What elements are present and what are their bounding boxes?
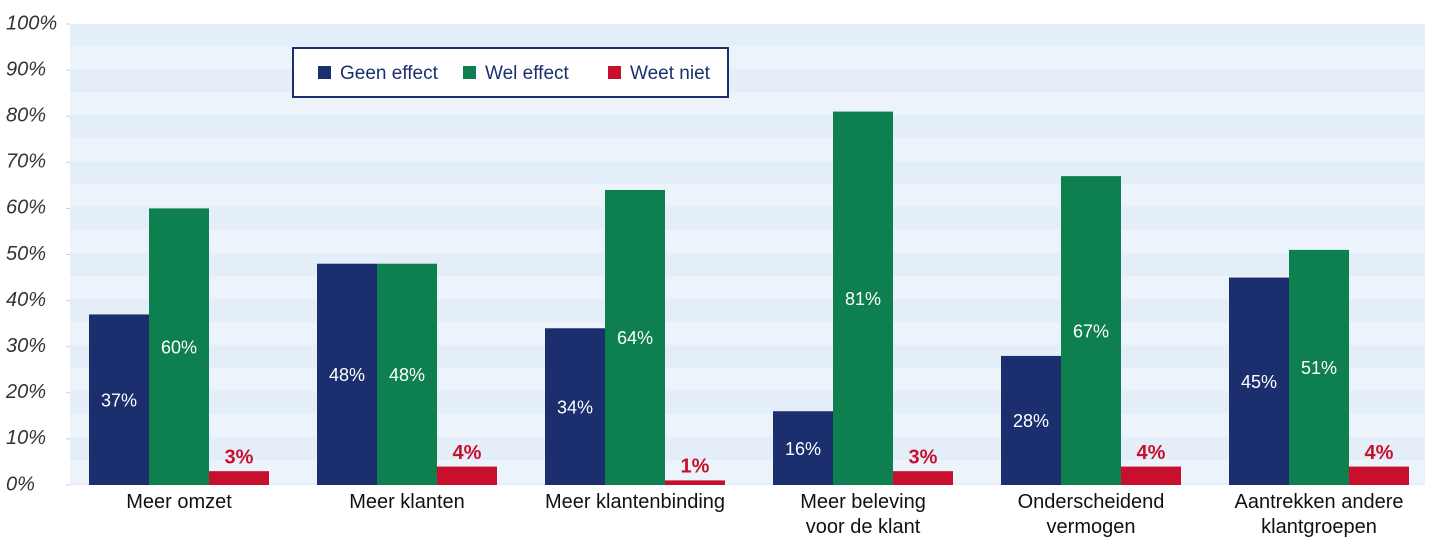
bar	[1061, 176, 1121, 485]
y-tick-label: 50%	[6, 243, 46, 265]
value-label: 3%	[909, 446, 938, 468]
plot-background	[70, 24, 1425, 485]
legend-box	[292, 47, 729, 98]
bar	[893, 471, 953, 485]
x-tick-label: Meer beleving voor de klant	[800, 491, 926, 538]
value-label: 4%	[453, 442, 482, 464]
value-label: 34%	[557, 397, 593, 417]
x-tick-label: Aantrekken andere klantgroepen	[1234, 491, 1404, 538]
bar	[545, 328, 605, 485]
bar	[317, 263, 377, 485]
y-tick-label: 30%	[6, 335, 46, 357]
legend-swatch	[463, 66, 476, 79]
bar	[665, 480, 725, 485]
bar	[1121, 466, 1181, 485]
value-label: 45%	[1241, 372, 1277, 392]
bar	[1289, 249, 1349, 485]
value-label: 37%	[101, 390, 137, 410]
bar	[437, 466, 497, 485]
value-label: 3%	[225, 446, 254, 468]
y-tick-label: 90%	[6, 58, 46, 80]
y-tick-label: 0%	[6, 473, 35, 495]
y-tick-label: 100%	[6, 12, 57, 34]
value-label: 48%	[329, 365, 365, 385]
bar	[605, 189, 665, 485]
value-label: 64%	[617, 328, 653, 348]
y-tick-label: 80%	[6, 104, 46, 126]
bar	[377, 263, 437, 485]
bar	[773, 411, 833, 485]
bar	[149, 208, 209, 485]
bar	[833, 111, 893, 485]
x-tick-label: Meer klantenbinding	[544, 491, 726, 513]
bar	[1349, 466, 1409, 485]
value-label: 67%	[1073, 321, 1109, 341]
value-label: 16%	[785, 439, 821, 459]
y-tick-label: 10%	[6, 427, 46, 449]
bar	[1001, 355, 1061, 485]
value-label: 4%	[1137, 442, 1166, 464]
legend-label: Geen effect	[340, 63, 439, 84]
x-tick-label: Meer omzet	[126, 491, 232, 513]
value-label: 4%	[1365, 442, 1394, 464]
bar	[209, 471, 269, 485]
bar	[1229, 277, 1289, 485]
bar	[89, 314, 149, 485]
value-label: 1%	[681, 456, 710, 478]
x-tick-label: Onderscheidend vermogen	[1017, 491, 1165, 538]
legend-label: Wel effect	[485, 63, 570, 84]
value-label: 48%	[389, 365, 425, 385]
legend-swatch	[608, 66, 621, 79]
y-tick-label: 60%	[6, 197, 46, 219]
legend-label: Weet niet	[630, 63, 711, 84]
value-label: 51%	[1301, 358, 1337, 378]
value-label: 81%	[845, 289, 881, 309]
value-label: 28%	[1013, 411, 1049, 431]
y-tick-label: 40%	[6, 289, 46, 311]
y-tick-label: 20%	[5, 381, 46, 403]
legend-swatch	[318, 66, 331, 79]
y-tick-label: 70%	[6, 151, 46, 173]
x-tick-label: Meer klanten	[349, 491, 465, 513]
value-label: 60%	[161, 337, 197, 357]
